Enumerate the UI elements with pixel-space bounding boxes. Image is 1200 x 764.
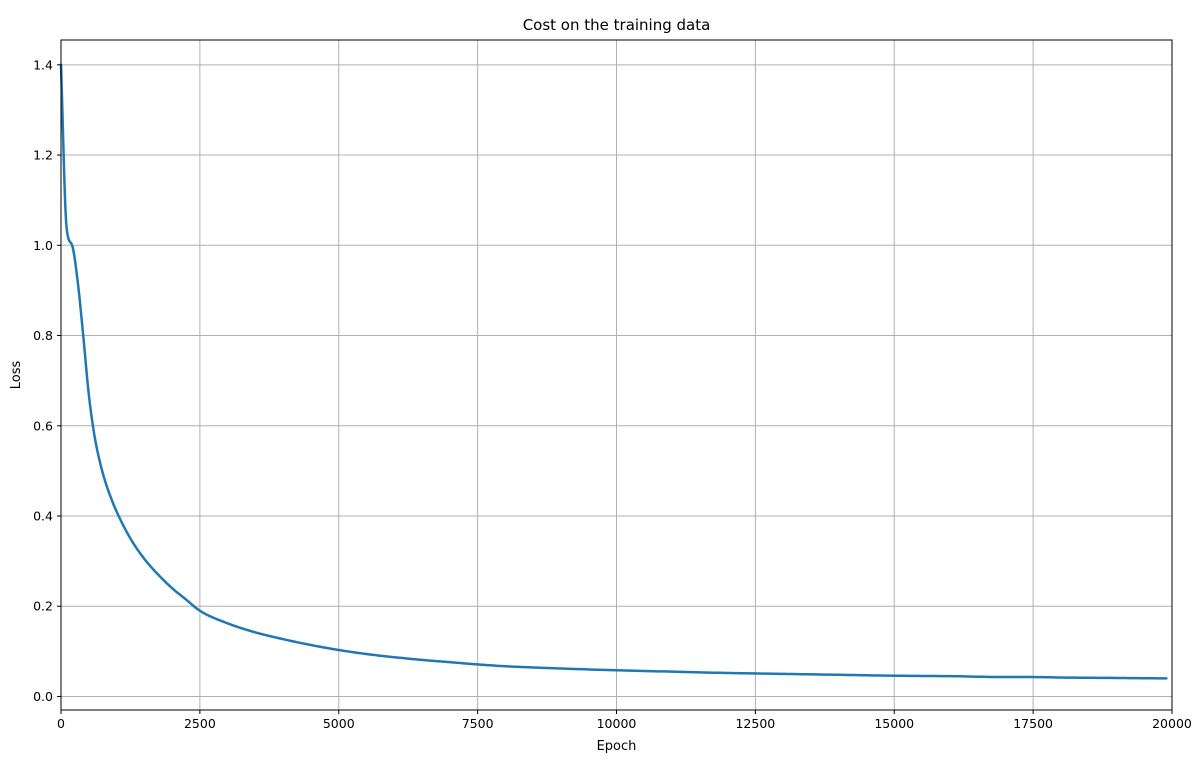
tick-layer: 0 2500 5000 7500 10000 12500 15000 17500 20000 0.… <box>33 57 1192 731</box>
x-tick-label: 15000 <box>874 716 914 731</box>
y-axis-label: Loss <box>9 361 24 390</box>
y-tick-label: 0.4 <box>33 508 53 523</box>
y-tick-label: 0.6 <box>33 418 53 433</box>
y-tick-label: 1.4 <box>33 57 53 72</box>
x-tick-label: 12500 <box>735 716 775 731</box>
line-layer <box>59 63 1168 680</box>
x-tick-label: 17500 <box>1013 716 1053 731</box>
chart-title: Cost on the training data <box>523 16 711 34</box>
grid-layer <box>60 40 1173 710</box>
x-axis-label: Epoch <box>597 739 637 754</box>
x-tick-label: 0 <box>57 716 65 731</box>
y-tick-label: 0.0 <box>33 689 53 704</box>
y-tick-label: 1.2 <box>33 148 53 163</box>
x-tick-label: 10000 <box>597 716 637 731</box>
y-tick-label: 0.2 <box>33 599 53 614</box>
x-tick-label: 5000 <box>323 716 355 731</box>
x-tick-label: 20000 <box>1152 716 1192 731</box>
x-tick-label: 7500 <box>462 716 494 731</box>
loss-series-line <box>59 63 1168 680</box>
x-tick-label: 2500 <box>184 716 216 731</box>
y-tick-label: 1.0 <box>33 238 53 253</box>
y-tick-label: 0.8 <box>33 328 53 343</box>
